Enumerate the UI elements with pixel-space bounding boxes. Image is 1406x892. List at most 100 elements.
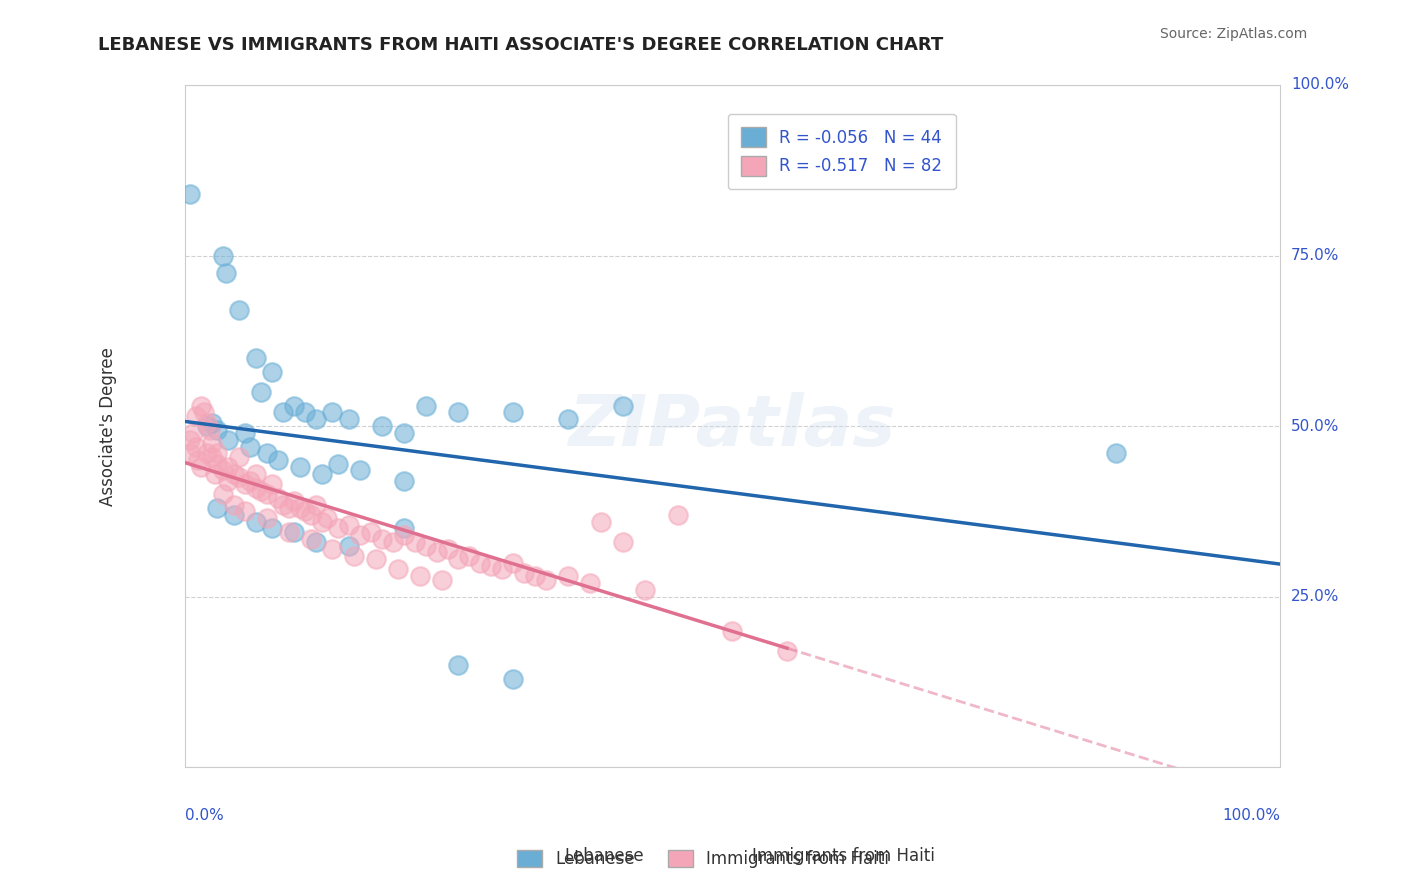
Text: 100.0%: 100.0%: [1291, 78, 1348, 93]
Point: [212, 463, 235, 477]
Point: [245, 467, 267, 481]
Point: [491, 562, 513, 576]
Point: [207, 423, 229, 437]
Point: [666, 508, 689, 522]
Point: [256, 487, 278, 501]
Point: [245, 481, 267, 495]
Point: [502, 672, 524, 686]
Point: [288, 460, 311, 475]
Point: [201, 450, 224, 464]
Point: [305, 498, 328, 512]
Point: [589, 515, 612, 529]
Point: [193, 405, 215, 419]
Point: [256, 446, 278, 460]
Point: [721, 624, 744, 638]
Text: 0.0%: 0.0%: [184, 808, 224, 823]
Point: [207, 500, 229, 515]
Point: [1104, 446, 1126, 460]
Point: [634, 582, 657, 597]
Point: [256, 511, 278, 525]
Text: Source: ZipAtlas.com: Source: ZipAtlas.com: [1160, 27, 1308, 41]
Text: 50.0%: 50.0%: [1291, 418, 1340, 434]
Point: [250, 483, 273, 498]
Point: [222, 467, 245, 481]
Text: ZIPatlas: ZIPatlas: [568, 392, 896, 460]
Point: [294, 405, 316, 419]
Point: [217, 433, 239, 447]
Point: [233, 504, 256, 518]
Point: [239, 440, 262, 454]
Point: [470, 556, 492, 570]
Text: LEBANESE VS IMMIGRANTS FROM HAITI ASSOCIATE'S DEGREE CORRELATION CHART: LEBANESE VS IMMIGRANTS FROM HAITI ASSOCI…: [98, 36, 943, 54]
Point: [267, 491, 290, 505]
Point: [277, 500, 299, 515]
Point: [201, 416, 224, 430]
Point: [321, 405, 343, 419]
Point: [294, 504, 316, 518]
Point: [217, 474, 239, 488]
Point: [305, 535, 328, 549]
Point: [233, 477, 256, 491]
Point: [425, 545, 447, 559]
Point: [360, 524, 382, 539]
Point: [415, 539, 437, 553]
Point: [479, 559, 502, 574]
Point: [458, 549, 481, 563]
Point: [534, 573, 557, 587]
Point: [371, 532, 394, 546]
Point: [404, 535, 426, 549]
Point: [277, 524, 299, 539]
Point: [212, 248, 235, 262]
Point: [415, 399, 437, 413]
Point: [557, 569, 579, 583]
Point: [387, 562, 409, 576]
Point: [239, 474, 262, 488]
Point: [228, 470, 250, 484]
Point: [392, 425, 415, 440]
Point: [233, 425, 256, 440]
Point: [245, 351, 267, 365]
Point: [262, 365, 284, 379]
Point: [447, 657, 470, 672]
Point: [195, 419, 218, 434]
Point: [288, 500, 311, 515]
Point: [409, 569, 432, 583]
Point: [271, 498, 294, 512]
Point: [184, 440, 207, 454]
Point: [250, 384, 273, 399]
Point: [612, 399, 634, 413]
Point: [201, 436, 224, 450]
Point: [267, 453, 290, 467]
Point: [204, 467, 226, 481]
Point: [195, 446, 218, 460]
Point: [311, 467, 333, 481]
Point: [392, 528, 415, 542]
Text: Associate's Degree: Associate's Degree: [98, 347, 117, 506]
Point: [283, 524, 305, 539]
Point: [228, 303, 250, 318]
Point: [262, 477, 284, 491]
Point: [349, 528, 371, 542]
Point: [326, 457, 349, 471]
Point: [262, 521, 284, 535]
Point: [316, 511, 339, 525]
Point: [187, 453, 209, 467]
Point: [299, 532, 322, 546]
Point: [179, 433, 201, 447]
Point: [326, 521, 349, 535]
Point: [524, 569, 547, 583]
Point: [222, 498, 245, 512]
Point: [502, 556, 524, 570]
Point: [184, 409, 207, 423]
Point: [207, 446, 229, 460]
Point: [207, 457, 229, 471]
Point: [179, 446, 201, 460]
Point: [557, 412, 579, 426]
Point: [349, 463, 371, 477]
Point: [283, 399, 305, 413]
Point: [337, 518, 360, 533]
Point: [612, 535, 634, 549]
Point: [447, 405, 470, 419]
Point: [381, 535, 404, 549]
Point: [271, 405, 294, 419]
